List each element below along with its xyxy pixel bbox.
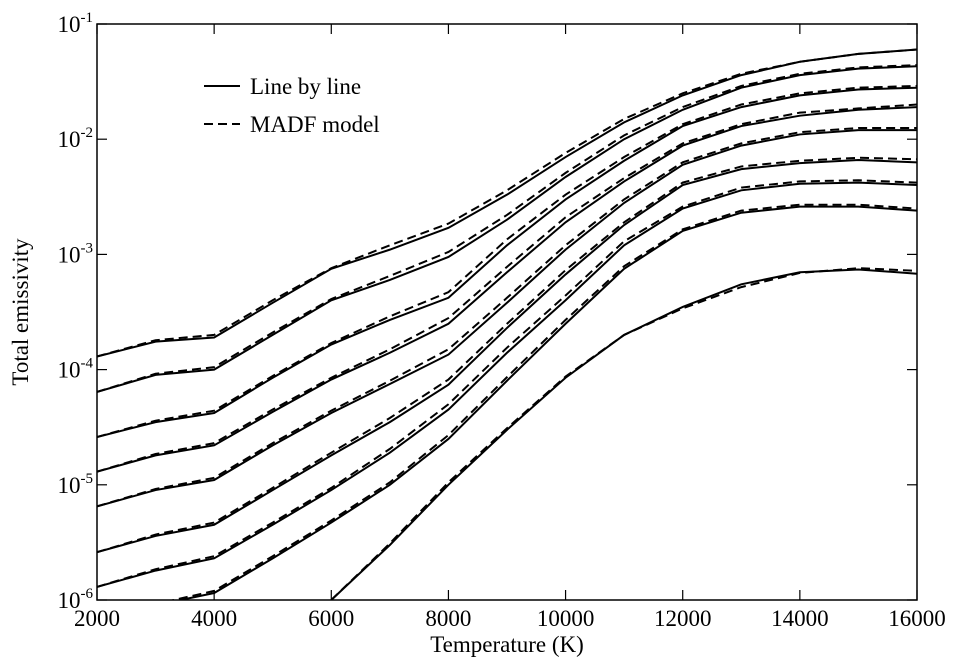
- curve: [97, 127, 917, 508]
- curve: [97, 65, 917, 393]
- tick-base: 10: [58, 473, 81, 498]
- y-tick-label: 10-1: [58, 10, 94, 37]
- tick-exponent: -4: [81, 356, 94, 372]
- tick-base: 10: [58, 242, 81, 267]
- y-tick-label: 10-5: [58, 471, 94, 498]
- curve: [97, 106, 917, 473]
- tick-base: 10: [58, 588, 81, 613]
- x-tick-label: 2000: [74, 606, 120, 631]
- y-axis-label: Total emissivity: [8, 238, 33, 386]
- tick-exponent: -2: [81, 125, 94, 141]
- curve: [97, 84, 917, 438]
- curve: [330, 268, 917, 600]
- tick-exponent: -1: [81, 10, 94, 26]
- curve: [97, 179, 917, 588]
- curve: [97, 181, 917, 588]
- y-tick-label: 10-6: [58, 586, 94, 613]
- curve: [97, 86, 917, 438]
- curve: [97, 156, 917, 554]
- curve: [97, 64, 917, 393]
- tick-base: 10: [58, 358, 81, 383]
- curve: [175, 205, 917, 600]
- y-tick-label: 10-3: [58, 240, 94, 267]
- y-tick-label: 10-4: [58, 356, 94, 383]
- curve: [97, 129, 917, 508]
- x-tick-label: 12000: [654, 606, 712, 631]
- tick-base: 10: [58, 127, 81, 152]
- x-tick-label: 16000: [888, 606, 946, 631]
- tick-exponent: -6: [81, 586, 94, 602]
- y-tick-label: 10-2: [58, 125, 94, 152]
- tick-exponent: -5: [81, 471, 94, 487]
- plot-area: [97, 48, 917, 600]
- x-tick-label: 6000: [308, 606, 354, 631]
- x-tick-label: 8000: [425, 606, 471, 631]
- curve: [330, 267, 917, 600]
- x-tick-label: 10000: [537, 606, 595, 631]
- x-axis-label: Temperature (K): [430, 632, 584, 657]
- plot-frame: [96, 23, 918, 601]
- curve: [97, 103, 917, 473]
- curve: [97, 48, 917, 358]
- curve: [169, 203, 917, 600]
- legend-label: Line by line: [250, 74, 361, 99]
- tick-exponent: -3: [81, 240, 94, 256]
- tick-base: 10: [58, 12, 81, 37]
- curve: [97, 158, 917, 554]
- legend-label: MADF model: [250, 112, 380, 137]
- x-tick-label: 14000: [771, 606, 829, 631]
- x-tick-label: 4000: [191, 606, 237, 631]
